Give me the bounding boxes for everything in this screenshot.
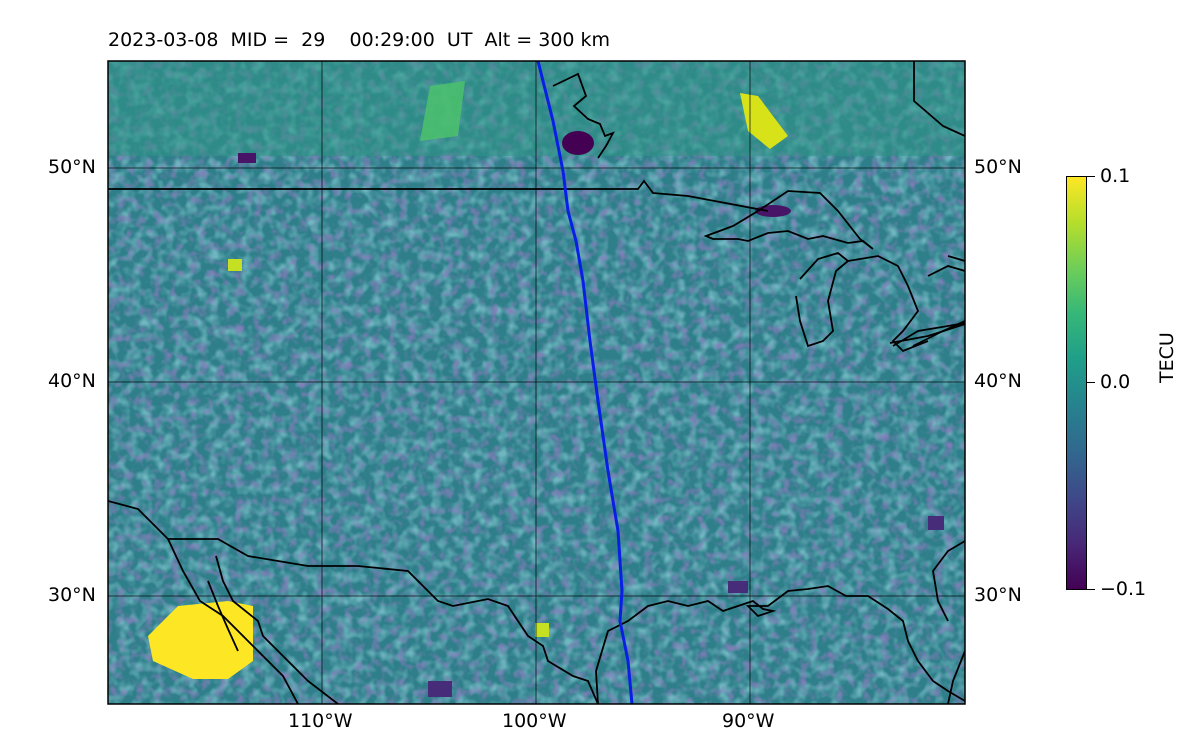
lat-label-50-left: 50°N <box>48 156 96 178</box>
track-line <box>536 61 634 704</box>
lon-label-100w: 100°W <box>502 710 567 732</box>
colorbar-tick-max <box>1087 176 1095 177</box>
map-frame <box>107 60 966 705</box>
colorbar-label-min: −0.1 <box>1100 578 1147 600</box>
tec-blob-north <box>420 81 465 141</box>
colorbar-tick-zero <box>1087 382 1095 383</box>
colorbar-tick-min <box>1087 589 1095 590</box>
colorbar-title: TECU <box>1156 332 1178 383</box>
tec-map <box>107 60 966 705</box>
lon-label-90w: 90°W <box>722 710 775 732</box>
tec-map-svg <box>107 60 966 705</box>
tec-blob-northeast <box>740 93 788 149</box>
lat-label-30-right: 30°N <box>974 584 1022 606</box>
lat-label-30-left: 30°N <box>48 584 96 606</box>
colorbar-label-zero: 0.0 <box>1100 371 1131 393</box>
map-title: 2023-03-08 MID = 29 00:29:00 UT Alt = 30… <box>108 29 611 51</box>
graticule <box>108 61 965 704</box>
colorbar <box>1066 176 1087 590</box>
lat-label-50-right: 50°N <box>974 156 1022 178</box>
colorbar-label-max: 0.1 <box>1100 165 1131 187</box>
lat-label-40-left: 40°N <box>48 370 96 392</box>
lat-label-40-right: 40°N <box>974 370 1022 392</box>
lon-label-110w: 110°W <box>288 710 353 732</box>
coastlines <box>108 61 965 704</box>
